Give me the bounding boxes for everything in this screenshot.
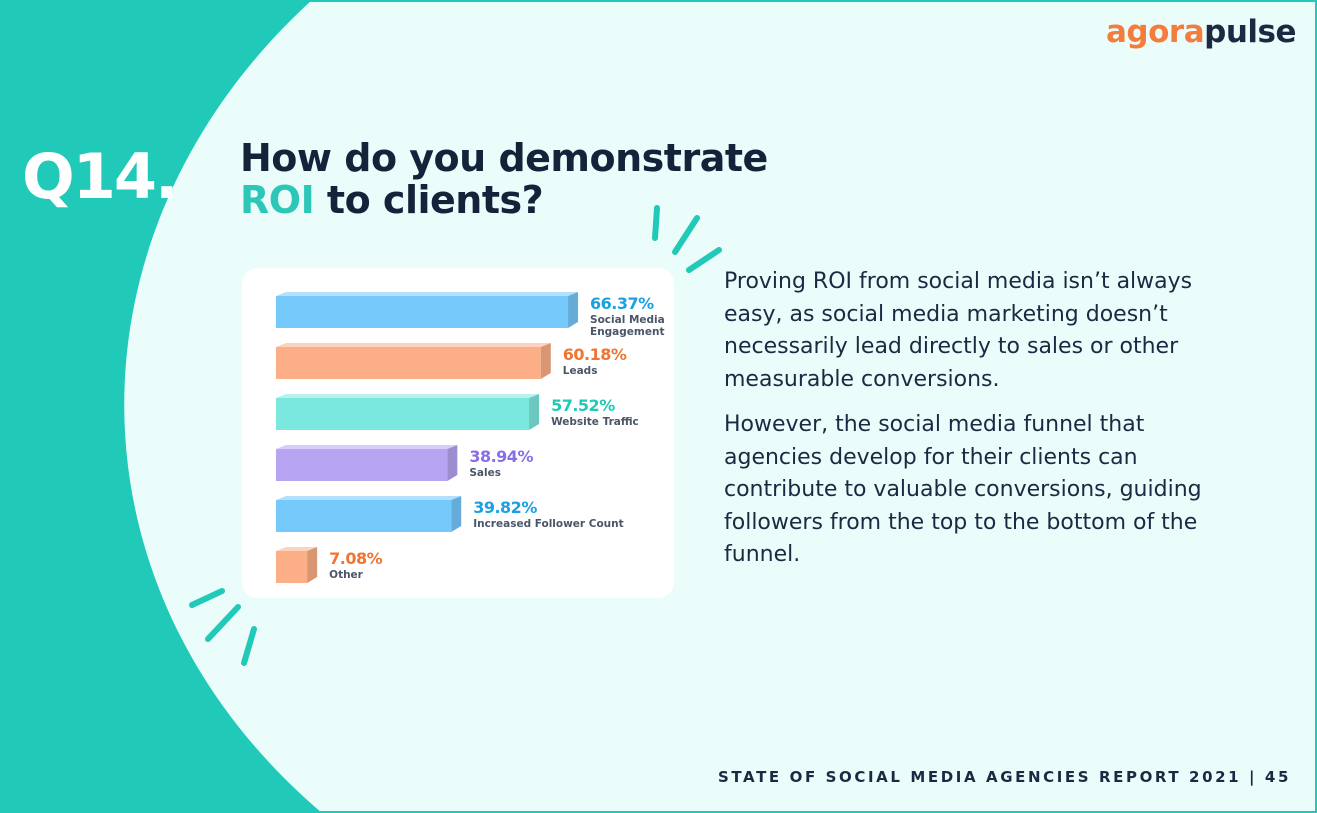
bar-top-face (276, 547, 318, 551)
category-label: Leads (563, 365, 598, 377)
chart-card: 66.37% Social Media Engagement 60.18% Leads 5… (242, 268, 674, 598)
paragraph-2: However, the social media funnel that ag… (724, 412, 1202, 567)
title-line-2: ROI to clients? (240, 179, 768, 221)
value-label: 60.18% (563, 345, 627, 364)
category-label: Social Media (590, 314, 665, 326)
bar-group: 38.94%Sales (276, 445, 534, 481)
bar (276, 551, 308, 583)
value-label: 38.94% (469, 447, 533, 466)
category-label: Engagement (590, 326, 664, 338)
title-line-1: How do you demonstrate (240, 136, 768, 180)
bar-top-face (276, 292, 579, 296)
value-label: 57.52% (551, 396, 615, 415)
bar-side-face (529, 394, 540, 430)
bar (276, 347, 541, 379)
bar-side-face (568, 292, 579, 328)
value-label: 7.08% (329, 549, 382, 568)
logo-part-pulse: pulse (1204, 14, 1296, 50)
category-label: Sales (469, 467, 501, 479)
value-label: 66.37% (590, 294, 654, 313)
bar (276, 449, 448, 481)
bar-top-face (276, 394, 540, 398)
bar-side-face (447, 445, 458, 481)
question-number: Q14. (22, 140, 179, 213)
category-label: Other (329, 569, 364, 581)
value-label: 39.82% (473, 498, 537, 517)
title-line-2-rest: to clients? (314, 178, 544, 222)
bar-group: 57.52%Website Traffic (276, 394, 639, 430)
paragraph-1: Proving ROI from social media isn’t alwa… (724, 269, 1193, 392)
bar-side-face (540, 343, 551, 379)
sparkle-lines-top-icon (652, 205, 722, 273)
title-accent-roi: ROI (240, 178, 315, 222)
bar-group: 7.08%Other (276, 547, 383, 583)
bar-top-face (276, 496, 462, 500)
category-label: Increased Follower Count (473, 518, 623, 530)
footer-report-title: STATE OF SOCIAL MEDIA AGENCIES REPORT 20… (717, 768, 1291, 786)
logo-part-agora: agora (1106, 14, 1205, 50)
category-label: Website Traffic (551, 416, 639, 428)
sparkle-lines-bottom-icon (189, 588, 257, 666)
page-title: How do you demonstrate ROI to clients? (240, 137, 768, 221)
bar (276, 500, 452, 532)
bar-side-face (307, 547, 318, 583)
bar-group: 39.82%Increased Follower Count (276, 496, 624, 532)
bar-top-face (276, 343, 551, 347)
bar-top-face (276, 445, 458, 449)
agorapulse-logo: agorapulse (1106, 14, 1296, 50)
bar-side-face (451, 496, 462, 532)
bar (276, 296, 569, 328)
bar (276, 398, 530, 430)
body-text: Proving ROI from social media isn’t alwa… (724, 266, 1224, 585)
bar-group: 60.18%Leads (276, 343, 627, 379)
